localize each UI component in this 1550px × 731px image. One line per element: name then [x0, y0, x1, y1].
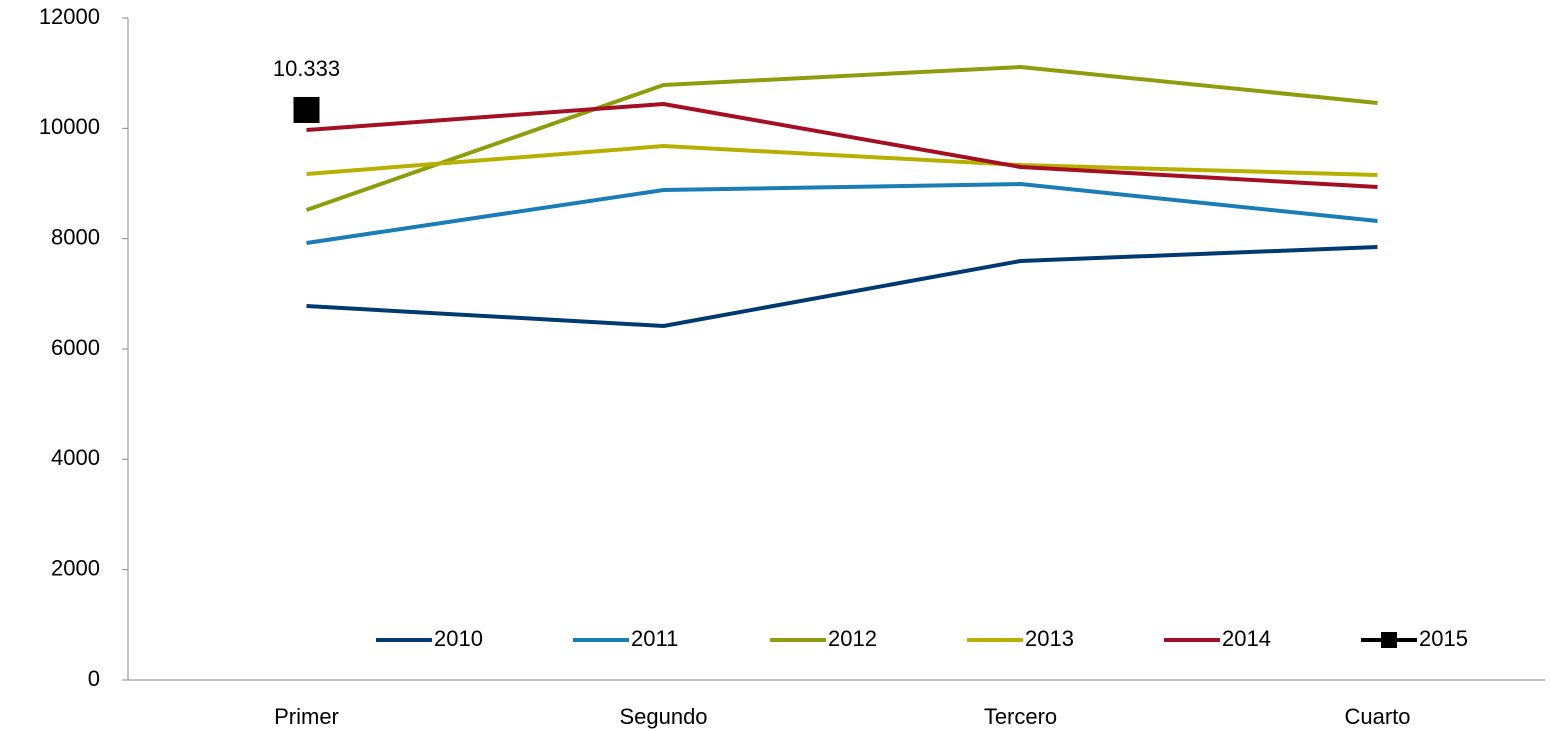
legend-label: 2010 [434, 626, 483, 651]
y-tick-label: 0 [88, 666, 100, 691]
data-label: 10.333 [273, 56, 340, 81]
series-line [305, 65, 1378, 212]
series-line [306, 182, 1378, 246]
x-tick-label: Tercero [984, 704, 1057, 729]
x-tick-label: Cuarto [1344, 704, 1410, 729]
legend-label: 2015 [1419, 626, 1468, 651]
y-tick-label: 12000 [39, 4, 100, 29]
legend-label: 2011 [631, 626, 678, 651]
y-tick-label: 6000 [51, 335, 100, 360]
y-tick-label: 4000 [51, 445, 100, 470]
series-line [306, 244, 1378, 328]
series-line [306, 102, 1378, 190]
y-tick-label: 10000 [39, 114, 100, 139]
y-tick-label: 2000 [51, 555, 100, 580]
legend-label: 2012 [828, 626, 877, 651]
legend-label: 2013 [1025, 626, 1074, 651]
series-line [306, 144, 1378, 178]
legend-marker [1381, 632, 1397, 648]
y-tick-label: 8000 [51, 224, 100, 249]
marker [293, 96, 320, 123]
x-tick-label: Segundo [619, 704, 707, 729]
legend-label: 2014 [1222, 626, 1271, 651]
x-tick-label: Primer [274, 704, 339, 729]
